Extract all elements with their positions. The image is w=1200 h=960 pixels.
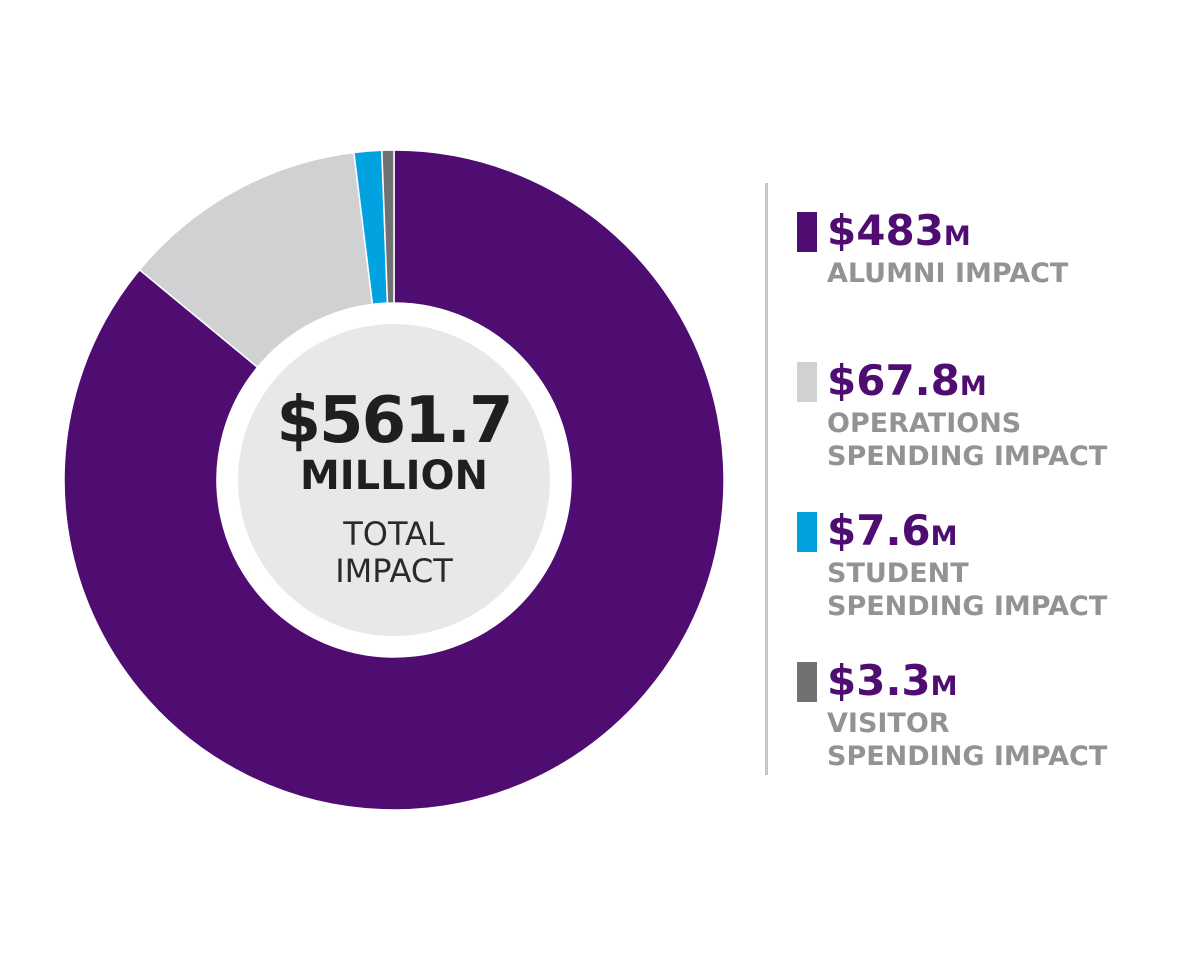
legend-label-alumni: ALUMNI IMPACT bbox=[827, 258, 1069, 289]
legend-item-visitor: $3.3M VISITOR SPENDING IMPACT bbox=[797, 656, 1197, 810]
legend-value-visitor: $3.3M bbox=[827, 656, 958, 705]
legend-item-operations: $67.8M OPERATIONS SPENDING IMPACT bbox=[797, 356, 1197, 510]
donut-chart: $561.7 MILLION TOTAL IMPACT bbox=[63, 149, 725, 811]
donut-slice-visitor bbox=[381, 149, 395, 304]
legend-item-student: $7.6M STUDENT SPENDING IMPACT bbox=[797, 506, 1197, 660]
legend-value-operations: $67.8M bbox=[827, 356, 987, 405]
center-label-line1: TOTAL bbox=[342, 515, 445, 553]
legend: $483M ALUMNI IMPACT $67.8M OPERATIONS SP… bbox=[797, 206, 1197, 810]
center-label-line2: IMPACT bbox=[335, 552, 453, 590]
legend-value-student: $7.6M bbox=[827, 506, 958, 555]
legend-unit-operations: M bbox=[959, 371, 987, 402]
legend-swatch-visitor bbox=[797, 662, 817, 702]
legend-label-visitor: VISITOR SPENDING IMPACT bbox=[827, 708, 1108, 772]
legend-swatch-student bbox=[797, 512, 817, 552]
center-unit: MILLION bbox=[300, 453, 488, 499]
center-circle bbox=[238, 324, 550, 636]
legend-value-alumni: $483M bbox=[827, 206, 971, 255]
legend-swatch-alumni bbox=[797, 212, 817, 252]
donut-slices bbox=[63, 149, 725, 811]
legend-swatch-operations bbox=[797, 362, 817, 402]
legend-label-operations: OPERATIONS SPENDING IMPACT bbox=[827, 408, 1108, 472]
legend-item-alumni: $483M ALUMNI IMPACT bbox=[797, 206, 1197, 360]
legend-divider bbox=[765, 183, 768, 775]
center-amount: $561.7 bbox=[277, 384, 512, 458]
legend-unit-alumni: M bbox=[943, 221, 971, 252]
donut-slice-alumni bbox=[63, 149, 725, 811]
legend-unit-visitor: M bbox=[930, 671, 958, 702]
legend-label-student: STUDENT SPENDING IMPACT bbox=[827, 558, 1108, 622]
legend-unit-student: M bbox=[930, 521, 958, 552]
